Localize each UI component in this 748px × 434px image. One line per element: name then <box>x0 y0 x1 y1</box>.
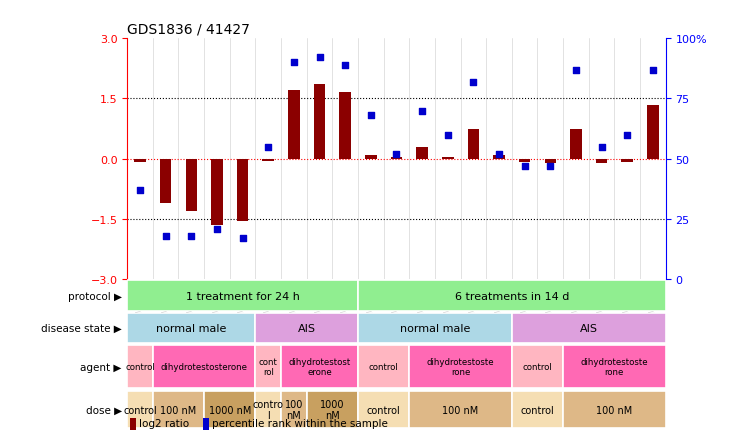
Bar <box>203 418 209 430</box>
Text: control: control <box>367 404 400 414</box>
Text: dihydrotestoste
rone: dihydrotestoste rone <box>427 357 494 376</box>
Bar <box>358 345 409 388</box>
Bar <box>519 159 530 163</box>
Bar <box>211 159 223 226</box>
Bar <box>647 105 659 159</box>
Bar <box>255 391 281 428</box>
Point <box>186 233 197 240</box>
Text: AIS: AIS <box>298 323 316 333</box>
Text: dihydrotestosterone: dihydrotestosterone <box>161 362 248 371</box>
Bar <box>409 345 512 388</box>
Bar <box>204 391 255 428</box>
Bar <box>417 148 428 159</box>
Point <box>595 144 607 151</box>
Text: agent ▶: agent ▶ <box>80 362 122 372</box>
Point <box>416 108 428 115</box>
Bar <box>281 391 307 428</box>
Point <box>493 151 505 158</box>
Text: percentile rank within the sample: percentile rank within the sample <box>212 418 387 428</box>
Bar <box>570 129 582 159</box>
Bar <box>127 313 255 343</box>
Bar <box>307 391 358 428</box>
Bar <box>160 159 171 204</box>
Bar <box>365 155 376 159</box>
Bar <box>358 313 512 343</box>
Text: contro
l: contro l <box>253 399 283 421</box>
Point <box>134 187 146 194</box>
Bar <box>442 158 453 159</box>
Text: GDS1836 / 41427: GDS1836 / 41427 <box>127 23 250 36</box>
Text: 6 treatments in 14 d: 6 treatments in 14 d <box>455 291 569 301</box>
Text: 1000 nM: 1000 nM <box>209 404 251 414</box>
Bar <box>237 159 248 222</box>
Text: control: control <box>123 404 157 414</box>
Bar <box>127 281 358 311</box>
Bar <box>468 129 479 159</box>
Bar <box>313 85 325 159</box>
Point <box>545 163 557 170</box>
Text: control: control <box>521 404 554 414</box>
Text: 1000
nM: 1000 nM <box>320 399 345 421</box>
Bar <box>263 159 274 161</box>
Text: AIS: AIS <box>580 323 598 333</box>
Bar <box>340 93 351 159</box>
Point <box>570 67 582 74</box>
Point <box>622 132 634 139</box>
Bar <box>153 345 255 388</box>
Text: log2 ratio: log2 ratio <box>139 418 189 428</box>
Bar <box>563 391 666 428</box>
Bar <box>281 345 358 388</box>
Point <box>263 144 275 151</box>
Bar <box>255 313 358 343</box>
Point <box>647 67 659 74</box>
Text: 1 treatment for 24 h: 1 treatment for 24 h <box>186 291 299 301</box>
Text: normal male: normal male <box>399 323 470 333</box>
Point <box>288 59 300 66</box>
Bar <box>130 418 136 430</box>
Bar <box>390 158 402 159</box>
Point <box>468 79 479 86</box>
Point <box>390 151 402 158</box>
Bar <box>358 281 666 311</box>
Text: cont
rol: cont rol <box>259 357 278 376</box>
Bar <box>358 391 409 428</box>
Bar <box>512 345 563 388</box>
Bar <box>512 391 563 428</box>
Point <box>313 55 325 62</box>
Text: 100
nM: 100 nM <box>285 399 303 421</box>
Point <box>442 132 454 139</box>
Text: normal male: normal male <box>156 323 227 333</box>
Bar <box>596 159 607 164</box>
Text: control: control <box>523 362 552 371</box>
Bar <box>127 391 153 428</box>
Bar <box>409 391 512 428</box>
Text: dose ▶: dose ▶ <box>86 404 122 414</box>
Text: 100 nM: 100 nM <box>442 404 479 414</box>
Text: dihydrotestost
erone: dihydrotestost erone <box>289 357 351 376</box>
Bar <box>255 345 281 388</box>
Bar <box>127 345 153 388</box>
Point <box>339 62 351 69</box>
Bar <box>512 313 666 343</box>
Text: control: control <box>125 362 155 371</box>
Bar <box>493 155 505 159</box>
Point <box>236 235 248 242</box>
Point <box>159 233 171 240</box>
Text: control: control <box>369 362 399 371</box>
Bar <box>153 391 204 428</box>
Text: 100 nM: 100 nM <box>160 404 197 414</box>
Point <box>518 163 530 170</box>
Text: protocol ▶: protocol ▶ <box>68 291 122 301</box>
Point <box>365 113 377 120</box>
Bar <box>622 159 633 163</box>
Bar <box>563 345 666 388</box>
Text: 100 nM: 100 nM <box>596 404 633 414</box>
Point <box>211 226 223 233</box>
Bar <box>134 159 146 162</box>
Bar <box>288 91 300 159</box>
Bar <box>186 159 197 212</box>
Text: disease state ▶: disease state ▶ <box>41 323 122 333</box>
Bar <box>545 159 556 164</box>
Text: dihydrotestoste
rone: dihydrotestoste rone <box>580 357 649 376</box>
